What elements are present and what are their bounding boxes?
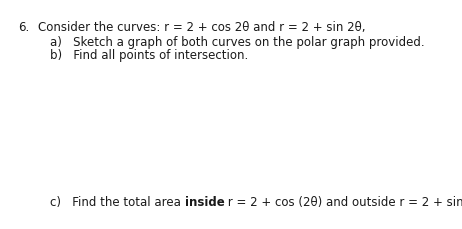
Text: a)   Sketch a graph of both curves on the polar graph provided.: a) Sketch a graph of both curves on the … bbox=[50, 36, 425, 49]
Text: inside: inside bbox=[185, 196, 225, 209]
Text: c)   Find the total area: c) Find the total area bbox=[50, 196, 185, 209]
Text: b)   Find all points of intersection.: b) Find all points of intersection. bbox=[50, 49, 248, 62]
Text: Consider the curves: r = 2 + cos 2θ and r = 2 + sin 2θ,: Consider the curves: r = 2 + cos 2θ and … bbox=[38, 21, 365, 34]
Text: 6.: 6. bbox=[18, 21, 29, 34]
Text: r = 2 + cos (2θ) and outside r = 2 + sin (2θ): r = 2 + cos (2θ) and outside r = 2 + sin… bbox=[225, 196, 462, 209]
